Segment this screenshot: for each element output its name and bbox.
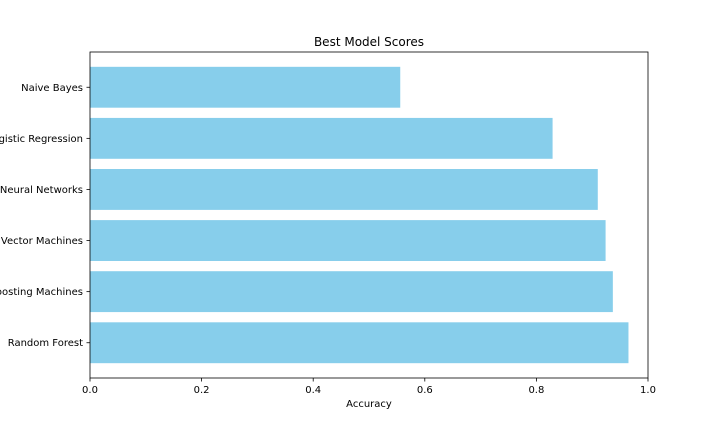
y-tick-label-random-forest: Random Forest bbox=[8, 338, 83, 349]
plot-frame bbox=[89, 51, 649, 379]
y-tick-label-neural-networks: Neural Networks bbox=[0, 185, 83, 196]
bars-group bbox=[90, 66, 629, 364]
y-axis-ticks: Random Forest Gradient Boosting Machines S… bbox=[0, 83, 90, 349]
x-tick-label: 0.0 bbox=[82, 385, 98, 396]
bar-random-forest bbox=[90, 322, 629, 364]
y-tick-label-support-vector-machines: Support Vector Machines bbox=[0, 236, 83, 247]
x-tick-label: 0.4 bbox=[305, 385, 321, 396]
x-tick-label: 0.8 bbox=[528, 385, 544, 396]
x-axis-ticks: 0.0 0.2 0.4 0.6 0.8 1.0 bbox=[82, 378, 656, 396]
bar-naive-bayes bbox=[90, 66, 401, 108]
chart-title: Best Model Scores bbox=[314, 35, 424, 49]
bar-gradient-boosting-machines bbox=[90, 271, 613, 313]
x-tick-label: 0.6 bbox=[417, 385, 433, 396]
x-tick-label: 0.2 bbox=[194, 385, 210, 396]
bar-logistic-regression bbox=[90, 117, 553, 159]
y-tick-label-gradient-boosting-machines: Gradient Boosting Machines bbox=[0, 287, 83, 298]
bar-neural-networks bbox=[90, 169, 598, 210]
x-tick-label: 1.0 bbox=[640, 385, 656, 396]
y-tick-label-logistic-regression: Logistic Regression bbox=[0, 134, 83, 145]
y-tick-label-naive-bayes: Naive Bayes bbox=[21, 83, 83, 94]
bar-support-vector-machines bbox=[90, 220, 606, 261]
x-axis-label: Accuracy bbox=[346, 399, 392, 410]
